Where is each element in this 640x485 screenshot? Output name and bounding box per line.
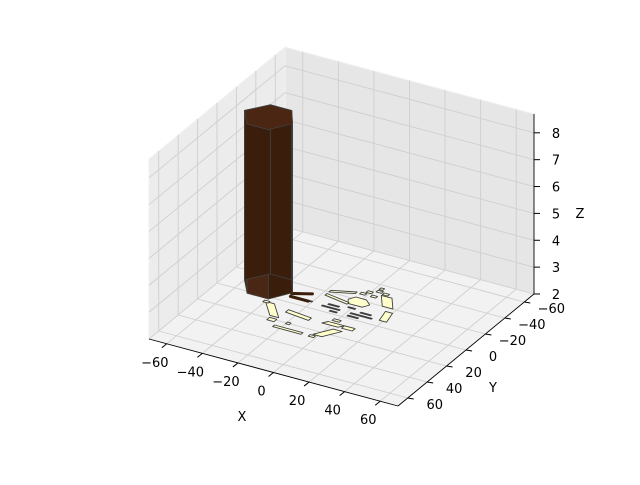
y-tick xyxy=(408,398,414,399)
y-tick-label: −40 xyxy=(518,318,545,333)
flat-polygon xyxy=(286,322,292,325)
y-tick-label: 20 xyxy=(465,366,482,381)
y-tick-label: −20 xyxy=(499,334,526,349)
x-tick xyxy=(197,353,202,357)
z-axis-label: Z xyxy=(576,207,585,222)
y-tick xyxy=(447,366,453,367)
x-tick-label: −40 xyxy=(177,365,204,380)
x-tick xyxy=(162,344,167,348)
x-tick xyxy=(340,392,345,396)
x-tick-label: −60 xyxy=(141,356,168,371)
x-tick xyxy=(375,401,380,405)
y-tick xyxy=(466,350,472,351)
z-tick-label: 8 xyxy=(552,127,560,142)
tower-face xyxy=(245,105,271,280)
y-tick-label: 0 xyxy=(489,350,497,365)
z-tick-label: 4 xyxy=(552,234,560,249)
axis-panes xyxy=(149,47,534,406)
y-tick-label: −60 xyxy=(538,302,565,317)
x-tick-label: −20 xyxy=(212,375,239,390)
x-tick xyxy=(269,373,274,377)
z-tick-label: 5 xyxy=(552,207,560,222)
y-tick-label: 40 xyxy=(446,382,463,397)
y-tick xyxy=(427,382,433,383)
tower-face xyxy=(270,105,291,280)
z-tick-label: 7 xyxy=(552,154,560,169)
y-tick-label: 60 xyxy=(426,398,443,413)
y-tick xyxy=(524,302,530,303)
x-tick xyxy=(233,363,238,367)
z-tick-label: 6 xyxy=(552,181,560,196)
z-tick-label: 2 xyxy=(552,288,560,303)
x-axis-label: X xyxy=(238,410,247,425)
x-tick-label: 20 xyxy=(289,394,306,409)
x-tick xyxy=(304,382,309,386)
flat-polygon xyxy=(379,288,385,291)
z-tick-label: 3 xyxy=(552,261,560,276)
x-tick-label: 40 xyxy=(324,404,341,419)
x-tick-label: 60 xyxy=(360,413,377,428)
y-tick xyxy=(485,334,491,335)
x-tick-label: 0 xyxy=(257,385,265,400)
y-axis-label: Y xyxy=(488,381,497,396)
y-tick xyxy=(505,318,511,319)
